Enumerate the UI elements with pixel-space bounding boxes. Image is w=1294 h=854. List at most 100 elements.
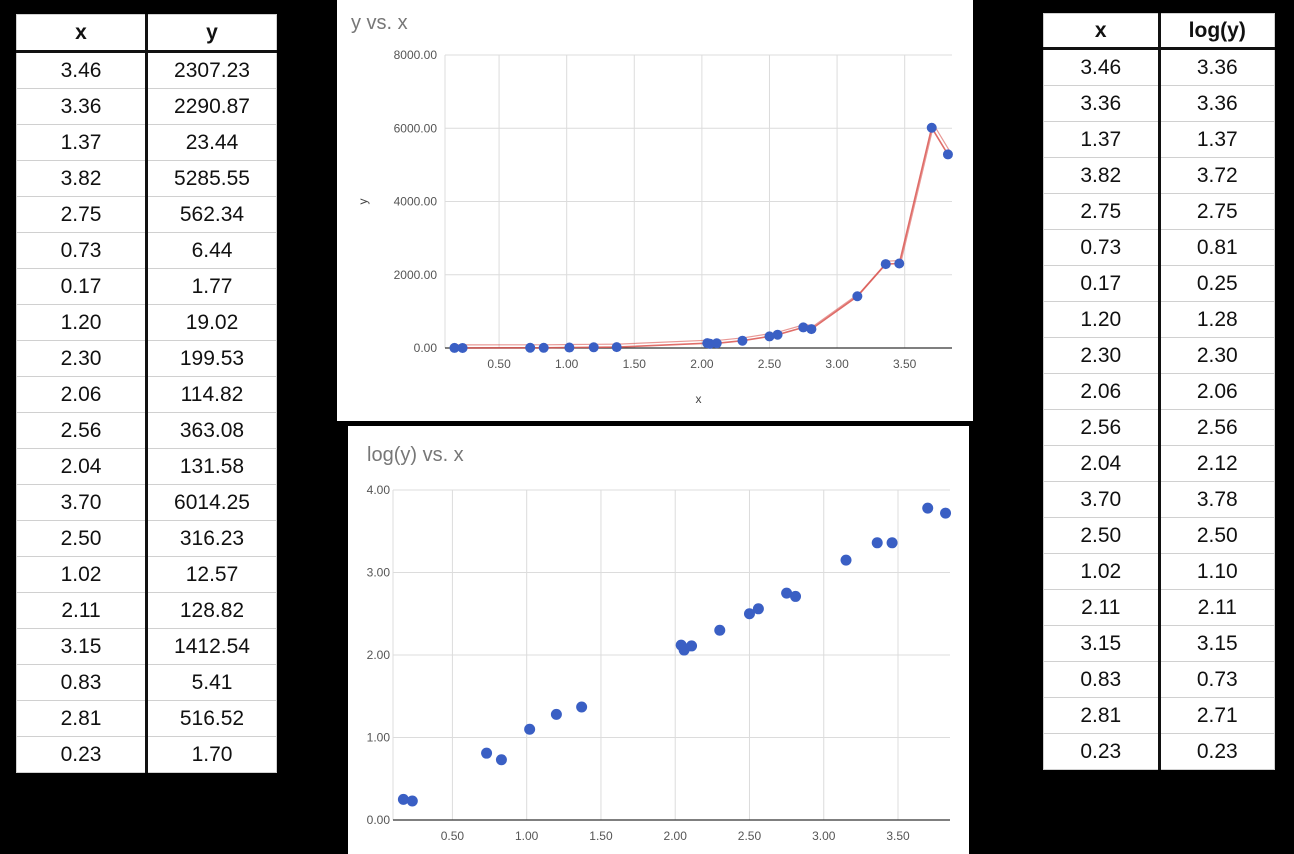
cell-x: 2.56: [16, 412, 148, 449]
cell-value: 199.53: [146, 340, 277, 377]
y-tick-label: 0.00: [367, 813, 391, 827]
table-row: 0.17 1.77: [16, 268, 277, 305]
data-point: [942, 149, 953, 160]
table-row: 2.50 2.50: [1043, 517, 1275, 554]
cell-value: 1.77: [146, 268, 277, 305]
cell-x: 2.11: [16, 592, 148, 629]
cell-x: 2.06: [1043, 373, 1161, 410]
data-point: [764, 331, 775, 342]
x-tick-label: 3.00: [825, 357, 849, 371]
cell-value: 6014.25: [146, 484, 277, 521]
cell-x: 2.81: [1043, 697, 1161, 734]
cell-value: 2.56: [1158, 409, 1275, 446]
cell-x: 0.23: [16, 736, 148, 773]
cell-value: 516.52: [146, 700, 277, 737]
data-point: [576, 701, 588, 713]
table-row: 1.20 19.02: [16, 304, 277, 341]
data-point: [481, 747, 493, 759]
cell-x: 2.81: [16, 700, 148, 737]
cell-value: 0.25: [1158, 265, 1275, 302]
data-point: [686, 640, 698, 652]
table-row: 3.15 1412.54: [16, 628, 277, 665]
y-tick-label: 2.00: [367, 648, 391, 662]
data-point: [737, 335, 748, 346]
x-tick-label: 1.50: [623, 357, 647, 371]
table-header-row: x y: [16, 14, 277, 53]
data-point: [871, 537, 883, 549]
data-point: [449, 342, 460, 353]
chart-panel-logy-vs-x: log(y) vs. x 0.50 1.00 1.50 2.00 2.50 3.00 3.5…: [348, 426, 969, 854]
chart-title: y vs. x: [351, 12, 408, 34]
data-point: [397, 793, 409, 805]
cell-value: 12.57: [146, 556, 277, 593]
x-axis-title: x: [696, 392, 702, 406]
data-point: [880, 259, 891, 270]
table-row: 0.83 5.41: [16, 664, 277, 701]
y-axis-title: y: [356, 199, 370, 205]
cell-x: 3.82: [16, 160, 148, 197]
table-row: 2.04 131.58: [16, 448, 277, 485]
table-row: 3.82 3.72: [1043, 157, 1275, 194]
cell-value: 3.36: [1158, 48, 1275, 86]
data-point: [538, 342, 549, 353]
cell-value: 1.70: [146, 736, 277, 773]
cell-x: 3.46: [16, 51, 148, 89]
cell-x: 0.17: [16, 268, 148, 305]
x-tick-label: 0.50: [487, 357, 511, 371]
right-table-body: 3.46 3.36 3.36 3.36 1.37 1.37 3.82 3.72 2.75 2.75…: [1043, 48, 1275, 770]
table-row: 1.37 23.44: [16, 124, 277, 161]
data-point: [457, 342, 468, 353]
data-point: [711, 338, 722, 349]
y-tick-label: 0.00: [414, 341, 438, 355]
table-row: 3.70 3.78: [1043, 481, 1275, 518]
cell-x: 0.83: [1043, 661, 1161, 698]
cell-x: 2.75: [1043, 193, 1161, 230]
cell-value: 128.82: [146, 592, 277, 629]
cell-value: 1.28: [1158, 301, 1275, 338]
table-row: 1.20 1.28: [1043, 301, 1275, 338]
table-row: 2.06 114.82: [16, 376, 277, 413]
table-row: 2.56 363.08: [16, 412, 277, 449]
cell-x: 0.73: [16, 232, 148, 269]
data-point: [790, 590, 802, 602]
cell-value: 2307.23: [146, 51, 277, 89]
cell-value: 1412.54: [146, 628, 277, 665]
data-point: [752, 603, 764, 615]
table-row: 2.04 2.12: [1043, 445, 1275, 482]
trend-curve-stroke: [456, 123, 951, 346]
data-point: [781, 587, 793, 599]
x-tick-label: 2.00: [664, 829, 688, 843]
data-point: [926, 122, 937, 133]
table-row: 3.82 5285.55: [16, 160, 277, 197]
cell-x: 3.15: [16, 628, 148, 665]
cell-x: 1.20: [1043, 301, 1161, 338]
table-row: 0.23 0.23: [1043, 733, 1275, 770]
chart-title: log(y) vs. x: [367, 444, 464, 466]
cell-value: 3.15: [1158, 625, 1275, 662]
cell-x: 0.83: [16, 664, 148, 701]
cell-value: 2.11: [1158, 589, 1275, 626]
cell-x: 3.36: [1043, 85, 1161, 122]
cell-value: 2.06: [1158, 373, 1275, 410]
x-tick-label: 1.00: [555, 357, 579, 371]
cell-value: 363.08: [146, 412, 277, 449]
data-point: [564, 342, 575, 353]
cell-x: 1.37: [1043, 121, 1161, 158]
y-vs-x-chart: 0.50 1.00 1.50 2.00 2.50 3.00 3.50 0.00 2000.00 4…: [356, 48, 953, 406]
table-row: 0.17 0.25: [1043, 265, 1275, 302]
cell-x: 2.04: [16, 448, 148, 485]
cell-value: 23.44: [146, 124, 277, 161]
table-row: 2.81 516.52: [16, 700, 277, 737]
cell-x: 2.11: [1043, 589, 1161, 626]
column-header-y: y: [146, 14, 277, 53]
data-point: [611, 342, 622, 353]
cell-x: 2.50: [16, 520, 148, 557]
cell-x: 2.75: [16, 196, 148, 233]
y-tick-label: 8000.00: [394, 48, 438, 62]
cell-value: 1.37: [1158, 121, 1275, 158]
table-row: 3.70 6014.25: [16, 484, 277, 521]
cell-value: 316.23: [146, 520, 277, 557]
data-point: [524, 723, 536, 735]
data-point: [772, 329, 783, 340]
table-row: 1.02 1.10: [1043, 553, 1275, 590]
